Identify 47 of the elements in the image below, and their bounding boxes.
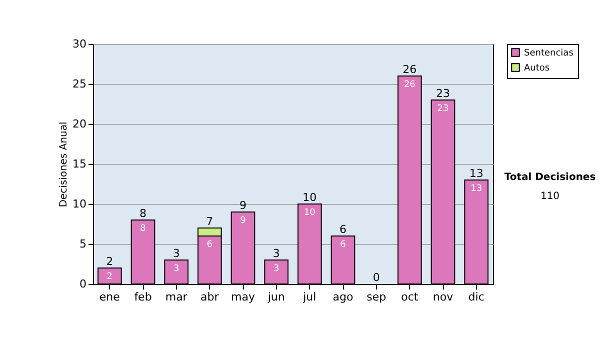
x-tick-label: oct [401,290,419,304]
y-tick-label: 15 [72,158,86,170]
data-label: 23 [437,104,449,114]
x-tick-label: ene [99,290,120,304]
data-label: 2 [106,272,113,282]
data-label: 6 [206,240,213,250]
total-label: 9 [240,199,246,212]
data-label: 3 [273,264,280,274]
text: Total Decisiones [503,172,597,183]
y-axis-title: Decisiones Anual [58,122,70,208]
y-tick-label: 5 [80,238,86,250]
x-tick-label: nov [432,290,454,304]
legend-label: Sentencias [524,48,574,58]
total-label: 10 [302,191,317,204]
y-tick-label: 30 [72,38,86,50]
legend-label: Autos [524,64,550,74]
total-label: 8 [140,207,146,220]
data-label: 26 [404,80,416,90]
x-tick-label: may [231,290,256,304]
y-tick-label: 25 [72,78,86,90]
data-label: 8 [140,224,146,234]
total-label: 13 [469,167,484,180]
y-tick-label: 0 [80,278,86,290]
total-label: 3 [272,247,280,260]
y-tick-label: 10 [72,198,86,210]
total-label: 3 [172,247,180,260]
data-label: 10 [304,208,316,218]
x-tick-label: abr [200,290,220,304]
x-tick-label: feb [134,290,152,304]
y-tick-label: 20 [72,118,86,130]
total-label: 7 [206,215,214,228]
x-tick-label: jul [302,290,316,304]
x-tick-label: sep [366,290,386,304]
total-label: 23 [436,87,450,100]
data-label: 6 [340,240,346,250]
total-label: 6 [340,223,346,236]
data-label: 3 [173,264,180,274]
x-tick-label: jun [266,290,285,304]
x-tick-label: ago [332,290,354,304]
x-tick-label: mar [165,290,188,304]
total-label: 0 [372,271,380,284]
text: 110 [539,191,561,202]
x-tick-label: dic [468,290,484,304]
total-label: 2 [106,255,114,268]
data-label: 9 [240,216,246,226]
total-label: 26 [402,63,417,76]
data-label: 13 [470,184,482,194]
